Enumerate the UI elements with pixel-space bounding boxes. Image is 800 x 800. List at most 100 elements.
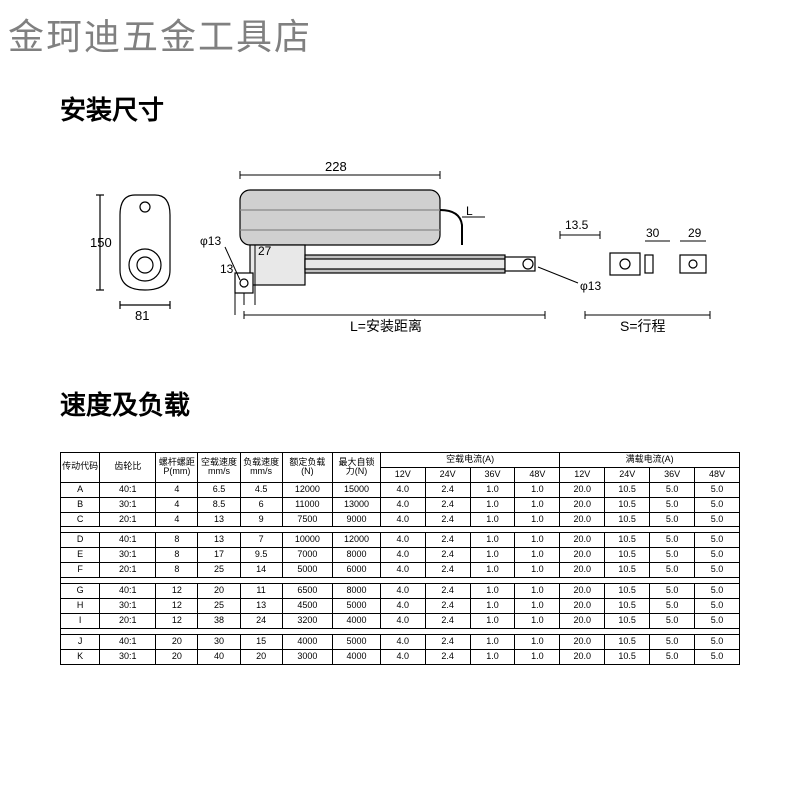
th-f48: 48V <box>695 467 740 482</box>
cell-code: H <box>61 599 100 614</box>
cell-f24: 10.5 <box>605 584 650 599</box>
cell-f12: 20.0 <box>560 533 605 548</box>
cell-n36: 1.0 <box>470 584 515 599</box>
cell-code: C <box>61 512 100 527</box>
cell-code: A <box>61 482 100 497</box>
cell-f12: 20.0 <box>560 584 605 599</box>
cell-f12: 20.0 <box>560 548 605 563</box>
cell-ls: 9.5 <box>240 548 282 563</box>
cell-pitch: 12 <box>156 599 198 614</box>
cell-nls: 6.5 <box>198 482 240 497</box>
cell-n24: 2.4 <box>425 613 470 628</box>
cell-code: F <box>61 563 100 578</box>
cell-f12: 20.0 <box>560 599 605 614</box>
label-L-tag: L <box>466 204 473 218</box>
page-content: 安装尺寸 150 81 <box>0 0 800 665</box>
cell-n36: 1.0 <box>470 613 515 628</box>
th-ml: 最大自锁力(N) <box>333 453 381 483</box>
cell-pitch: 8 <box>156 548 198 563</box>
cell-n48: 1.0 <box>515 482 560 497</box>
cell-f36: 5.0 <box>650 482 695 497</box>
cell-ratio: 30:1 <box>100 599 156 614</box>
th-fullload-current: 满载电流(A) <box>560 453 740 468</box>
cell-n36: 1.0 <box>470 533 515 548</box>
cell-ratio: 20:1 <box>100 613 156 628</box>
cell-ls: 11 <box>240 584 282 599</box>
cell-ls: 7 <box>240 533 282 548</box>
table-row: G40:1122011650080004.02.41.01.020.010.55… <box>61 584 740 599</box>
th-n48: 48V <box>515 467 560 482</box>
dim-phi13-right: φ13 <box>580 279 601 293</box>
cell-ls: 13 <box>240 599 282 614</box>
th-ratio: 齿轮比 <box>100 453 156 483</box>
cell-n12: 4.0 <box>380 482 425 497</box>
cell-n24: 2.4 <box>425 563 470 578</box>
th-f36: 36V <box>650 467 695 482</box>
dim-81: 81 <box>135 308 149 323</box>
cell-n48: 1.0 <box>515 584 560 599</box>
cell-n24: 2.4 <box>425 634 470 649</box>
th-n36: 36V <box>470 467 515 482</box>
cell-pitch: 12 <box>156 584 198 599</box>
cell-f24: 10.5 <box>605 649 650 664</box>
cell-rl: 10000 <box>282 533 333 548</box>
cell-n12: 4.0 <box>380 613 425 628</box>
cell-code: G <box>61 584 100 599</box>
th-n12: 12V <box>380 467 425 482</box>
table-row: D40:1813710000120004.02.41.01.020.010.55… <box>61 533 740 548</box>
cell-ls: 4.5 <box>240 482 282 497</box>
dim-27: 27 <box>258 244 272 258</box>
th-code: 传动代码 <box>61 453 100 483</box>
cell-rl: 7000 <box>282 548 333 563</box>
cell-n12: 4.0 <box>380 563 425 578</box>
table-row: J40:1203015400050004.02.41.01.020.010.55… <box>61 634 740 649</box>
cell-ml: 4000 <box>333 649 381 664</box>
cell-f24: 10.5 <box>605 512 650 527</box>
label-S-stroke: S=行程 <box>620 318 666 334</box>
cell-n24: 2.4 <box>425 599 470 614</box>
cell-rl: 6500 <box>282 584 333 599</box>
cell-n24: 2.4 <box>425 533 470 548</box>
cell-pitch: 12 <box>156 613 198 628</box>
cell-n36: 1.0 <box>470 649 515 664</box>
cell-f24: 10.5 <box>605 482 650 497</box>
cell-f48: 5.0 <box>695 563 740 578</box>
th-pitch: 螺杆螺距P(mm) <box>156 453 198 483</box>
dim-phi13-left: φ13 <box>200 234 221 248</box>
cell-code: E <box>61 548 100 563</box>
cell-f12: 20.0 <box>560 512 605 527</box>
cell-n12: 4.0 <box>380 512 425 527</box>
cell-ml: 13000 <box>333 497 381 512</box>
cell-n12: 4.0 <box>380 599 425 614</box>
dim-228: 228 <box>325 159 347 174</box>
cell-f48: 5.0 <box>695 548 740 563</box>
cell-n48: 1.0 <box>515 563 560 578</box>
cell-n48: 1.0 <box>515 512 560 527</box>
cell-f36: 5.0 <box>650 512 695 527</box>
cell-nls: 17 <box>198 548 240 563</box>
table-row: I20:1123824320040004.02.41.01.020.010.55… <box>61 613 740 628</box>
cell-f24: 10.5 <box>605 533 650 548</box>
cell-n36: 1.0 <box>470 599 515 614</box>
cell-pitch: 20 <box>156 634 198 649</box>
cell-ml: 8000 <box>333 548 381 563</box>
cell-f24: 10.5 <box>605 599 650 614</box>
cell-ratio: 20:1 <box>100 563 156 578</box>
cell-f36: 5.0 <box>650 548 695 563</box>
cell-ratio: 30:1 <box>100 649 156 664</box>
cell-nls: 20 <box>198 584 240 599</box>
cell-nls: 13 <box>198 512 240 527</box>
cell-ml: 9000 <box>333 512 381 527</box>
table-row: H30:1122513450050004.02.41.01.020.010.55… <box>61 599 740 614</box>
cell-n36: 1.0 <box>470 548 515 563</box>
cell-pitch: 4 <box>156 497 198 512</box>
cell-pitch: 8 <box>156 563 198 578</box>
cell-ml: 4000 <box>333 613 381 628</box>
cell-ratio: 40:1 <box>100 584 156 599</box>
cell-f48: 5.0 <box>695 649 740 664</box>
cell-ratio: 30:1 <box>100 548 156 563</box>
cell-n24: 2.4 <box>425 649 470 664</box>
cell-f48: 5.0 <box>695 482 740 497</box>
cell-f12: 20.0 <box>560 613 605 628</box>
cell-rl: 4000 <box>282 634 333 649</box>
